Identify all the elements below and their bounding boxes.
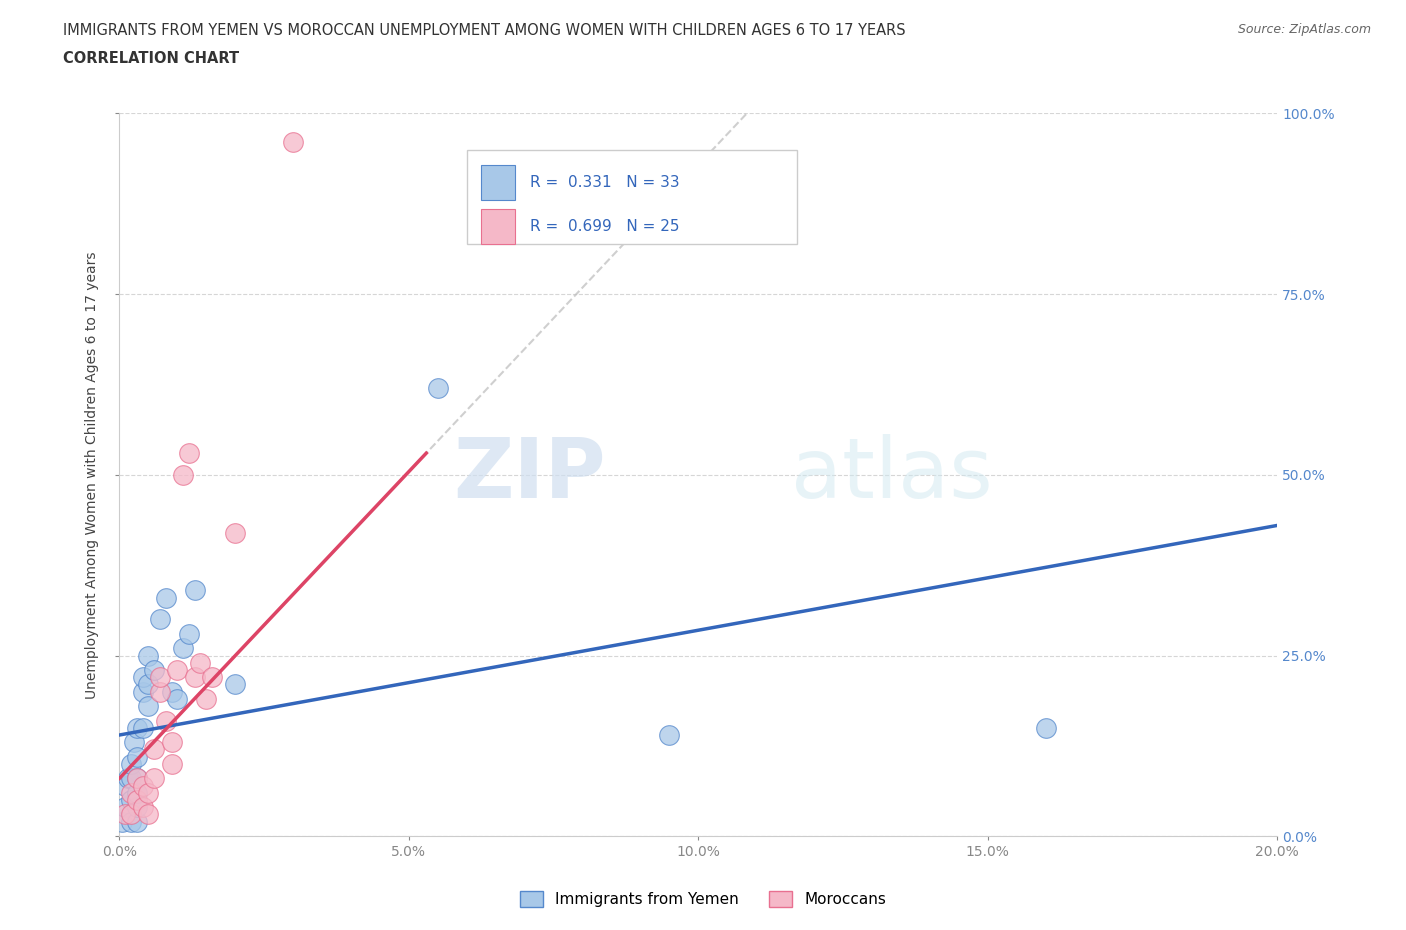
Point: [160, 735, 183, 750]
Text: atlas: atlas: [792, 434, 993, 515]
Point: [131, 684, 153, 699]
Point: [143, 662, 166, 677]
Point: [120, 785, 142, 800]
Point: [131, 670, 153, 684]
Text: IMMIGRANTS FROM YEMEN VS MOROCCAN UNEMPLOYMENT AMONG WOMEN WITH CHILDREN AGES 6 : IMMIGRANTS FROM YEMEN VS MOROCCAN UNEMPL…: [63, 23, 905, 38]
Point: [114, 807, 136, 822]
Point: [177, 445, 200, 460]
Point: [120, 792, 142, 807]
Point: [183, 670, 205, 684]
Point: [1035, 721, 1057, 736]
Point: [117, 771, 139, 786]
Y-axis label: Unemployment Among Women with Children Ages 6 to 17 years: Unemployment Among Women with Children A…: [86, 251, 100, 698]
FancyBboxPatch shape: [481, 166, 516, 200]
Point: [120, 807, 142, 822]
Text: R =  0.699   N = 25: R = 0.699 N = 25: [530, 219, 681, 234]
Point: [160, 756, 183, 771]
Point: [125, 785, 148, 800]
Point: [201, 670, 224, 684]
Point: [166, 662, 188, 677]
Point: [166, 691, 188, 706]
Text: Source: ZipAtlas.com: Source: ZipAtlas.com: [1237, 23, 1371, 36]
Point: [160, 684, 183, 699]
Point: [120, 815, 142, 830]
Point: [125, 771, 148, 786]
Point: [125, 815, 148, 830]
Point: [281, 135, 304, 150]
Point: [114, 778, 136, 793]
Point: [125, 800, 148, 815]
Point: [131, 800, 153, 815]
Point: [143, 742, 166, 757]
Point: [190, 656, 212, 671]
FancyBboxPatch shape: [481, 209, 516, 244]
Point: [125, 750, 148, 764]
Point: [111, 815, 134, 830]
Point: [155, 591, 177, 605]
Point: [149, 612, 172, 627]
Text: CORRELATION CHART: CORRELATION CHART: [63, 51, 239, 66]
Point: [138, 698, 160, 713]
Point: [143, 771, 166, 786]
Point: [172, 641, 194, 656]
Text: R =  0.331   N = 33: R = 0.331 N = 33: [530, 175, 681, 190]
Point: [138, 785, 160, 800]
Point: [120, 756, 142, 771]
Point: [658, 727, 681, 742]
Point: [426, 380, 449, 395]
FancyBboxPatch shape: [467, 150, 797, 244]
Point: [155, 713, 177, 728]
Point: [138, 807, 160, 822]
Point: [114, 800, 136, 815]
Point: [172, 468, 194, 483]
Point: [224, 525, 246, 540]
Point: [122, 735, 145, 750]
Point: [138, 677, 160, 692]
Point: [131, 721, 153, 736]
Point: [195, 691, 218, 706]
Point: [149, 684, 172, 699]
Point: [149, 670, 172, 684]
Point: [177, 627, 200, 642]
Point: [125, 792, 148, 807]
Point: [138, 648, 160, 663]
Point: [131, 778, 153, 793]
Text: ZIP: ZIP: [453, 434, 606, 515]
Point: [120, 771, 142, 786]
Point: [125, 771, 148, 786]
Legend: Immigrants from Yemen, Moroccans: Immigrants from Yemen, Moroccans: [513, 884, 893, 913]
Point: [125, 721, 148, 736]
Point: [224, 677, 246, 692]
Point: [183, 583, 205, 598]
